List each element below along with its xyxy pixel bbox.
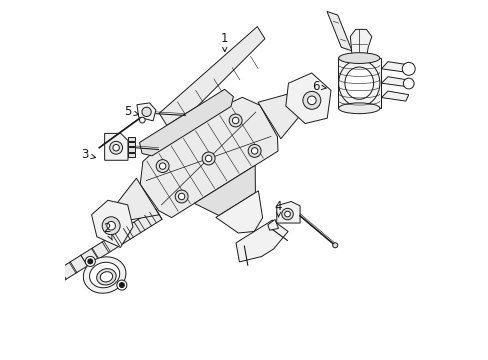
Polygon shape bbox=[381, 62, 410, 72]
Polygon shape bbox=[104, 134, 128, 160]
Circle shape bbox=[307, 96, 316, 105]
Ellipse shape bbox=[344, 67, 373, 99]
Circle shape bbox=[251, 148, 257, 154]
Polygon shape bbox=[194, 165, 255, 216]
Text: 4: 4 bbox=[274, 201, 282, 217]
Circle shape bbox=[284, 211, 290, 217]
Polygon shape bbox=[128, 142, 135, 146]
Circle shape bbox=[248, 144, 261, 157]
Ellipse shape bbox=[100, 272, 112, 282]
Text: 3: 3 bbox=[81, 148, 95, 161]
Polygon shape bbox=[215, 191, 262, 233]
Polygon shape bbox=[326, 12, 351, 51]
Circle shape bbox=[202, 152, 215, 165]
Circle shape bbox=[205, 155, 211, 162]
Circle shape bbox=[175, 190, 188, 203]
Polygon shape bbox=[128, 136, 135, 141]
Polygon shape bbox=[128, 147, 135, 152]
Circle shape bbox=[229, 114, 242, 127]
Polygon shape bbox=[236, 220, 287, 262]
Ellipse shape bbox=[89, 262, 120, 288]
Circle shape bbox=[332, 243, 337, 248]
Circle shape bbox=[113, 144, 119, 151]
Circle shape bbox=[88, 259, 93, 264]
Circle shape bbox=[139, 117, 145, 123]
Ellipse shape bbox=[338, 103, 379, 114]
Polygon shape bbox=[140, 97, 278, 217]
Polygon shape bbox=[110, 178, 159, 221]
Polygon shape bbox=[276, 202, 300, 223]
Polygon shape bbox=[381, 91, 408, 101]
Circle shape bbox=[281, 208, 293, 220]
Polygon shape bbox=[349, 30, 371, 58]
Circle shape bbox=[106, 221, 115, 230]
Circle shape bbox=[142, 107, 151, 117]
Polygon shape bbox=[20, 272, 60, 305]
Circle shape bbox=[109, 141, 122, 154]
Circle shape bbox=[85, 256, 95, 266]
Ellipse shape bbox=[83, 257, 126, 293]
Ellipse shape bbox=[338, 53, 379, 63]
Polygon shape bbox=[139, 89, 233, 156]
Polygon shape bbox=[159, 27, 264, 125]
Text: 2: 2 bbox=[102, 222, 112, 240]
Circle shape bbox=[119, 283, 124, 288]
Polygon shape bbox=[381, 77, 409, 87]
Circle shape bbox=[402, 62, 414, 75]
Circle shape bbox=[117, 280, 126, 290]
Circle shape bbox=[232, 117, 238, 124]
Circle shape bbox=[159, 163, 165, 169]
Circle shape bbox=[403, 78, 413, 89]
Polygon shape bbox=[337, 58, 381, 108]
Ellipse shape bbox=[97, 269, 116, 285]
Circle shape bbox=[178, 193, 184, 200]
Circle shape bbox=[102, 217, 120, 235]
Circle shape bbox=[156, 159, 169, 172]
Text: 6: 6 bbox=[312, 80, 325, 93]
Polygon shape bbox=[137, 103, 156, 121]
Polygon shape bbox=[285, 73, 330, 123]
Polygon shape bbox=[91, 200, 133, 247]
Ellipse shape bbox=[338, 60, 379, 107]
Circle shape bbox=[302, 91, 320, 109]
Polygon shape bbox=[128, 153, 135, 157]
Text: 5: 5 bbox=[124, 105, 138, 118]
Polygon shape bbox=[52, 209, 162, 284]
Text: 1: 1 bbox=[221, 32, 228, 51]
Polygon shape bbox=[267, 220, 278, 230]
Polygon shape bbox=[258, 93, 302, 139]
